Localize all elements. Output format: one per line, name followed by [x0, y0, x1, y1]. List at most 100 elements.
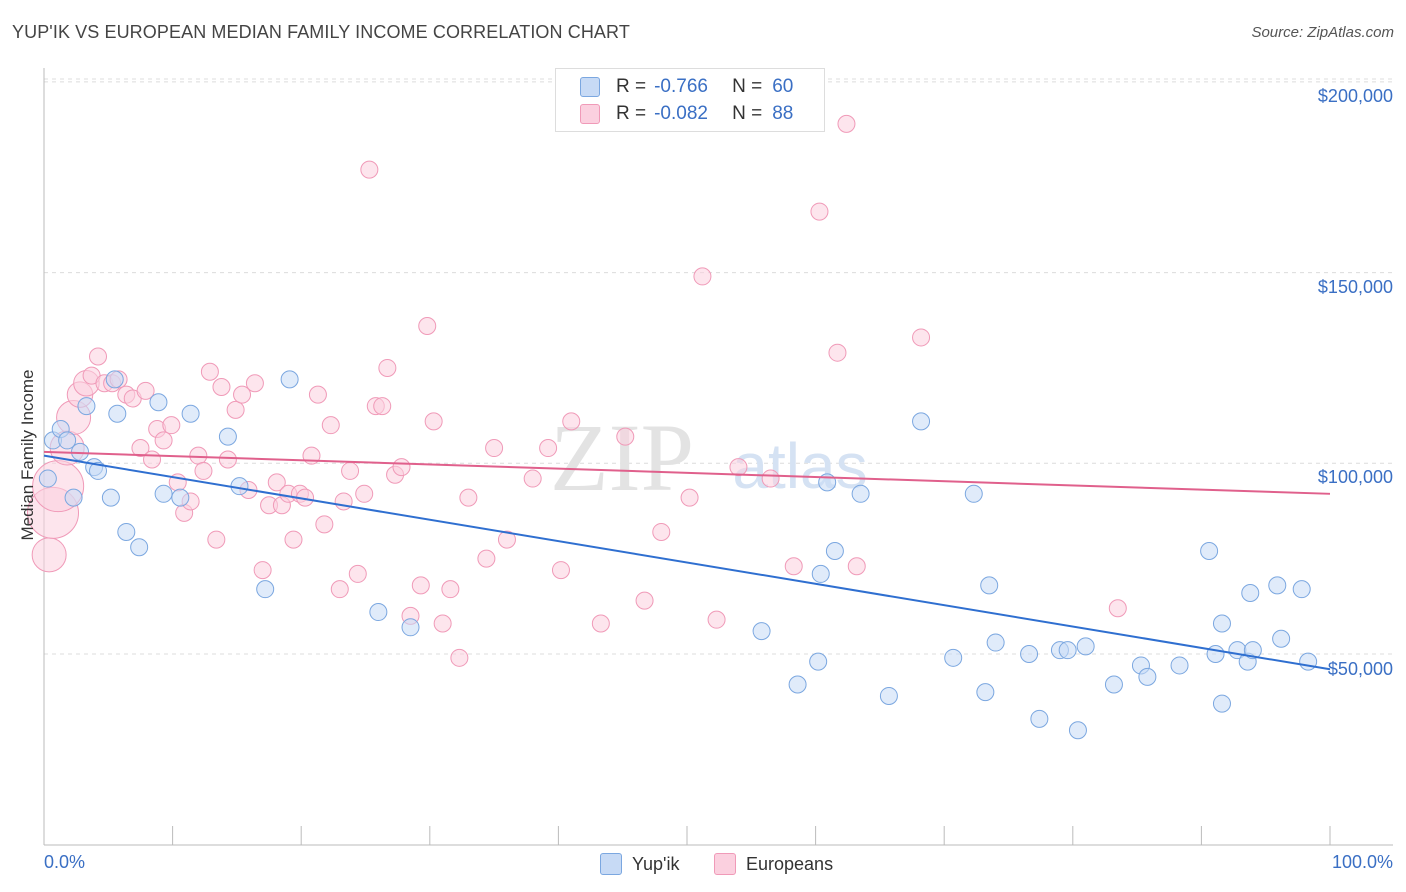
data-point: [1109, 600, 1126, 617]
data-point: [1171, 657, 1188, 674]
data-point: [753, 623, 770, 640]
data-point: [981, 577, 998, 594]
data-point: [965, 485, 982, 502]
data-point: [617, 428, 634, 445]
data-point: [1213, 695, 1230, 712]
data-point: [254, 562, 271, 579]
data-point: [762, 470, 779, 487]
r-value: -0.766: [654, 76, 732, 98]
data-point: [708, 611, 725, 628]
data-point: [945, 649, 962, 666]
data-point: [730, 459, 747, 476]
data-point: [361, 161, 378, 178]
data-point: [1242, 584, 1259, 601]
watermark-atlas: atlas: [732, 430, 867, 502]
data-point: [208, 531, 225, 548]
n-label: N =: [732, 76, 762, 98]
data-point: [144, 451, 161, 468]
legend-yupik-swatch: [600, 853, 622, 875]
data-point: [90, 348, 107, 365]
r-value: -0.082: [654, 103, 732, 125]
data-point: [150, 394, 167, 411]
data-point: [78, 398, 95, 415]
data-point: [524, 470, 541, 487]
data-point: [172, 489, 189, 506]
data-point: [379, 359, 396, 376]
data-point: [219, 451, 236, 468]
watermark: ZIP atlas: [550, 404, 868, 511]
data-point: [106, 371, 123, 388]
source-label: Source: ZipAtlas.com: [1251, 24, 1394, 41]
y-tick-label-50000: $50,000: [1328, 659, 1393, 680]
data-point: [829, 344, 846, 361]
data-point: [592, 615, 609, 632]
data-point: [852, 485, 869, 502]
r-label: R =: [616, 76, 646, 98]
chart-title: YUP'IK VS EUROPEAN MEDIAN FAMILY INCOME …: [12, 22, 630, 43]
data-point: [195, 462, 212, 479]
x-tick-label-min: 0.0%: [44, 852, 85, 873]
data-point: [442, 581, 459, 598]
data-point: [478, 550, 495, 567]
data-point: [190, 447, 207, 464]
data-point: [246, 375, 263, 392]
data-point: [810, 653, 827, 670]
data-point: [131, 539, 148, 556]
data-point: [1139, 668, 1156, 685]
data-point: [434, 615, 451, 632]
series-europeans: [28, 115, 1127, 666]
data-point: [356, 485, 373, 502]
data-point: [1213, 615, 1230, 632]
data-point: [425, 413, 442, 430]
data-point: [349, 565, 366, 582]
data-point: [848, 558, 865, 575]
data-point: [102, 489, 119, 506]
y-tick-label-200000: $200,000: [1318, 86, 1393, 107]
data-point: [880, 687, 897, 704]
data-point: [342, 462, 359, 479]
data-point: [39, 470, 56, 487]
data-point: [201, 363, 218, 380]
data-point: [636, 592, 653, 609]
legend-yupik-label: Yup'ik: [632, 854, 679, 875]
data-point: [155, 432, 172, 449]
data-point: [32, 538, 66, 572]
data-point: [1207, 646, 1224, 663]
legend-item-europeans[interactable]: Europeans: [714, 852, 833, 876]
data-point: [257, 581, 274, 598]
data-point: [109, 405, 126, 422]
data-point: [155, 485, 172, 502]
data-point: [1105, 676, 1122, 693]
data-point: [65, 489, 82, 506]
data-point: [1031, 710, 1048, 727]
data-point: [789, 676, 806, 693]
axes: [44, 68, 1393, 845]
data-point: [451, 649, 468, 666]
data-point: [785, 558, 802, 575]
data-point: [285, 531, 302, 548]
data-point: [1201, 543, 1218, 560]
y-axis-title: Median Family Income: [18, 369, 38, 540]
data-point: [393, 459, 410, 476]
data-point: [812, 565, 829, 582]
data-point: [486, 440, 503, 457]
stats-row-yupik: R = -0.766 N = 60: [580, 75, 793, 99]
data-point: [694, 268, 711, 285]
data-point: [412, 577, 429, 594]
data-point: [563, 413, 580, 430]
data-point: [219, 428, 236, 445]
data-point: [281, 371, 298, 388]
data-point: [552, 562, 569, 579]
scatter-chart: ZIP atlas: [0, 0, 1406, 892]
data-point: [213, 379, 230, 396]
data-point: [374, 398, 391, 415]
legend-item-yupik[interactable]: Yup'ik: [600, 852, 679, 876]
data-point: [653, 523, 670, 540]
europeans-swatch: [580, 104, 600, 124]
data-point: [987, 634, 1004, 651]
data-point: [331, 581, 348, 598]
data-point: [1269, 577, 1286, 594]
data-point: [681, 489, 698, 506]
n-label: N =: [732, 103, 762, 125]
data-point: [322, 417, 339, 434]
